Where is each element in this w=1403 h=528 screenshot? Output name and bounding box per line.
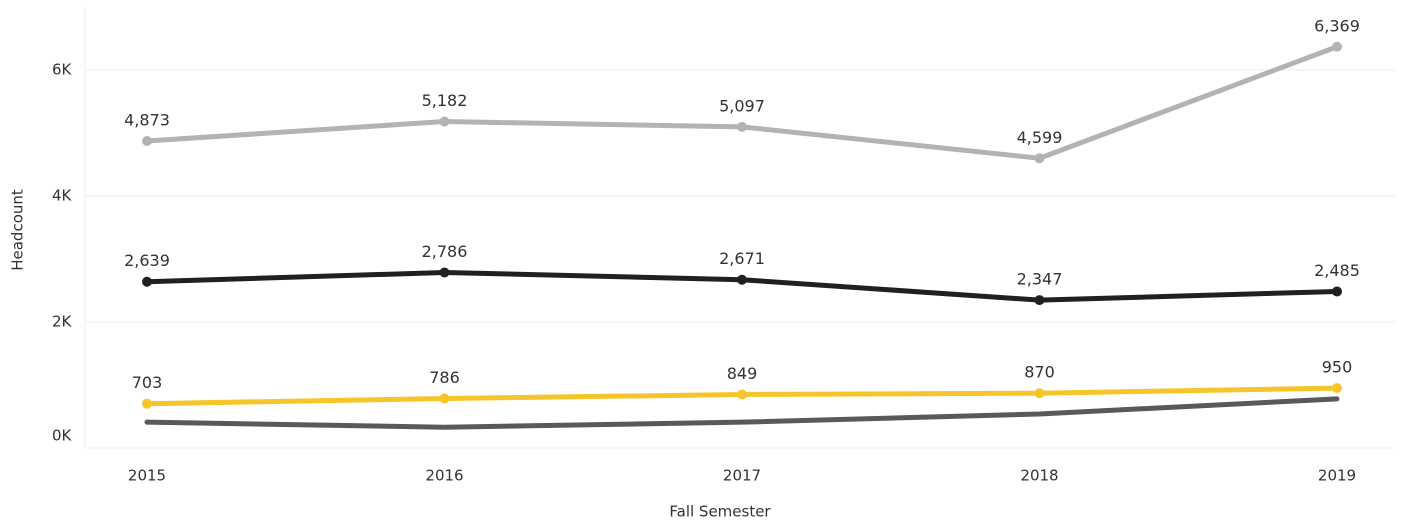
point xyxy=(439,267,450,278)
point xyxy=(142,136,152,147)
data-label: 870 xyxy=(1024,363,1055,382)
data-label: 6,369 xyxy=(1314,16,1360,35)
data-label: 2,786 xyxy=(422,242,468,261)
point xyxy=(1332,41,1342,52)
point xyxy=(737,121,747,132)
data-label: 4,873 xyxy=(124,111,170,130)
data-label: 703 xyxy=(132,373,163,392)
x-tick-label: 2015 xyxy=(128,467,166,485)
data-label: 2,485 xyxy=(1314,261,1360,280)
y-tick-label: 6K xyxy=(52,61,73,79)
point xyxy=(1332,286,1342,297)
data-label: 5,182 xyxy=(422,91,468,110)
point xyxy=(142,276,152,287)
point xyxy=(1034,388,1045,399)
data-label: 950 xyxy=(1322,358,1353,377)
x-tick-label: 2018 xyxy=(1020,467,1058,485)
y-axis-label: Headcount xyxy=(9,189,27,271)
series-line xyxy=(144,396,1340,430)
x-tick-label: 2019 xyxy=(1318,467,1356,485)
data-label: 5,097 xyxy=(719,96,765,115)
point xyxy=(737,389,747,400)
point xyxy=(439,116,450,127)
y-tick-label: 0K xyxy=(52,427,73,445)
point xyxy=(142,398,152,409)
data-label: 2,671 xyxy=(719,249,765,268)
data-label: 4,599 xyxy=(1017,128,1063,147)
point xyxy=(1034,153,1045,164)
x-axis-label: Fall Semester xyxy=(669,503,771,521)
data-label: 2,347 xyxy=(1017,270,1063,289)
data-label: 786 xyxy=(429,368,460,387)
point xyxy=(1034,295,1045,306)
x-tick-label: 2017 xyxy=(723,467,761,485)
point xyxy=(737,274,747,285)
x-tick-label: 2016 xyxy=(425,467,463,485)
y-tick-label: 4K xyxy=(52,187,73,205)
data-label: 2,639 xyxy=(124,251,170,270)
point xyxy=(439,393,450,404)
point xyxy=(1332,383,1342,394)
y-tick-label: 2K xyxy=(52,313,73,331)
data-label: 849 xyxy=(727,364,758,383)
